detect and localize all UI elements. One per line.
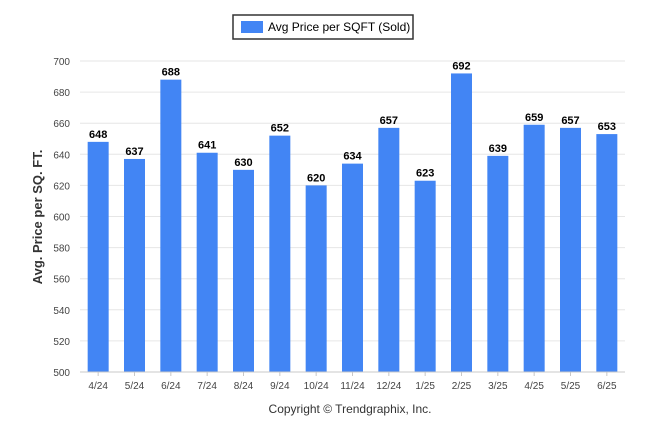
y-tick-label: 520	[53, 337, 70, 348]
bar	[451, 73, 472, 372]
x-tick-label: 3/25	[488, 381, 508, 392]
x-tick-label: 2/25	[452, 381, 472, 392]
data-label: 657	[380, 115, 398, 127]
x-tick-label: 10/24	[304, 381, 329, 392]
y-axis-ticks: 500 520 540 560 580 600 620 640 660 680 700	[53, 57, 70, 379]
data-label: 639	[489, 143, 507, 155]
data-label: 653	[598, 121, 616, 133]
bar	[160, 79, 182, 372]
bar	[414, 180, 436, 372]
data-label: 630	[234, 157, 252, 169]
y-tick-label: 600	[53, 213, 70, 224]
x-tick-label: 12/24	[376, 381, 401, 392]
data-label: 620	[307, 172, 325, 184]
data-labels: 648 637 688 641 630 652 620 634 657 623 692 639 659 6…	[89, 60, 616, 184]
bar	[596, 134, 618, 372]
legend: Avg Price per SQFT (Sold)	[232, 14, 414, 40]
bar	[560, 127, 581, 373]
bar	[196, 152, 218, 372]
x-tick-label: 5/25	[561, 381, 581, 392]
x-tick-label: 7/24	[197, 381, 217, 392]
data-label: 692	[452, 60, 470, 72]
footer-copyright: Copyright © Trendgraphix, Inc.	[269, 402, 432, 416]
x-tick-label: 9/24	[270, 381, 290, 392]
y-tick-label: 640	[53, 150, 70, 161]
legend-swatch	[241, 21, 263, 33]
data-label: 688	[162, 67, 180, 79]
legend-label: Avg Price per SQFT (Sold)	[268, 20, 410, 34]
x-axis-ticks: 4/24 5/24 6/24 7/24 8/24 9/24 10/24 11/24 12/24 1…	[88, 372, 617, 392]
y-tick-label: 560	[53, 275, 70, 286]
y-axis-label: Avg. Price per SQ. FT.	[30, 150, 45, 285]
x-tick-label: 4/25	[524, 381, 544, 392]
data-label: 623	[416, 168, 434, 180]
data-label: 648	[89, 129, 107, 141]
y-tick-label: 540	[53, 306, 70, 317]
bars	[87, 73, 618, 373]
x-tick-label: 5/24	[125, 381, 145, 392]
bar	[523, 124, 545, 372]
x-tick-label: 1/25	[415, 381, 435, 392]
data-label: 652	[271, 123, 289, 135]
y-tick-label: 680	[53, 88, 70, 99]
bar	[269, 135, 291, 372]
bar	[87, 141, 109, 372]
data-label: 657	[561, 115, 579, 127]
y-tick-label: 700	[53, 57, 70, 68]
x-tick-label: 6/24	[161, 381, 181, 392]
y-tick-label: 620	[53, 181, 70, 192]
y-tick-label: 580	[53, 244, 70, 255]
x-tick-label: 8/24	[234, 381, 254, 392]
data-label: 659	[525, 112, 543, 124]
bar	[487, 155, 509, 372]
bar	[233, 169, 254, 372]
data-label: 634	[343, 151, 362, 163]
bar	[342, 163, 363, 372]
x-tick-label: 4/24	[88, 381, 108, 392]
bar	[305, 185, 327, 372]
data-label: 637	[125, 146, 143, 158]
y-tick-label: 500	[53, 368, 70, 379]
data-label: 641	[198, 140, 216, 152]
y-tick-label: 660	[53, 119, 70, 130]
bar	[124, 158, 145, 372]
bar	[378, 127, 400, 373]
x-tick-label: 11/24	[340, 381, 365, 392]
x-tick-label: 6/25	[597, 381, 617, 392]
